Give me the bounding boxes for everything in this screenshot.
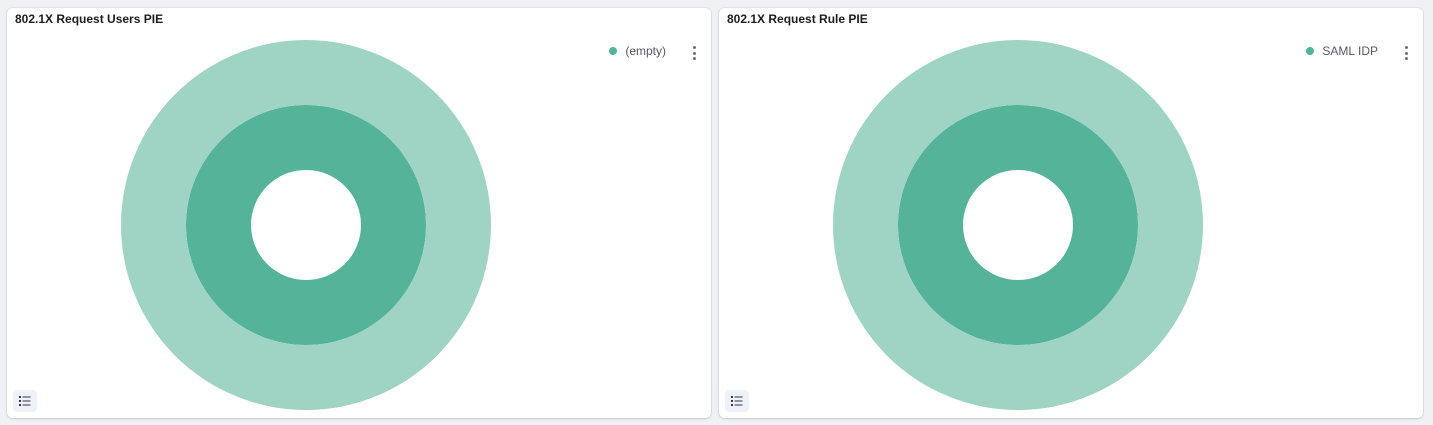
legend-item[interactable]: SAML IDP (1306, 44, 1378, 58)
vertical-ellipsis-icon[interactable] (691, 46, 697, 60)
legend-toggle-button[interactable] (725, 390, 749, 412)
rule-pie-panel: 802.1X Request Rule PIE SAML IDP (719, 8, 1423, 418)
legend-toggle-button[interactable] (13, 390, 37, 412)
outer-ring-slice-0[interactable] (833, 40, 1203, 410)
legend-color-dot (609, 47, 618, 55)
panel-title: 802.1X Request Users PIE (15, 12, 164, 26)
inner-ring-slice-0[interactable] (898, 105, 1138, 345)
vertical-ellipsis-icon[interactable] (1403, 46, 1409, 60)
users-pie-panel: 802.1X Request Users PIE (empty) (7, 8, 711, 418)
list-icon (731, 396, 743, 406)
legend-item[interactable]: (empty) (609, 44, 666, 58)
legend-label: SAML IDP (1322, 44, 1378, 58)
rule-donut-chart (833, 40, 1203, 410)
outer-ring-slice-0[interactable] (121, 40, 491, 410)
inner-ring-slice-0[interactable] (186, 105, 426, 345)
legend-color-dot (1306, 47, 1315, 55)
list-icon (19, 396, 31, 406)
legend-label: (empty) (625, 44, 666, 58)
panel-title: 802.1X Request Rule PIE (727, 12, 868, 26)
users-donut-chart (121, 40, 491, 410)
